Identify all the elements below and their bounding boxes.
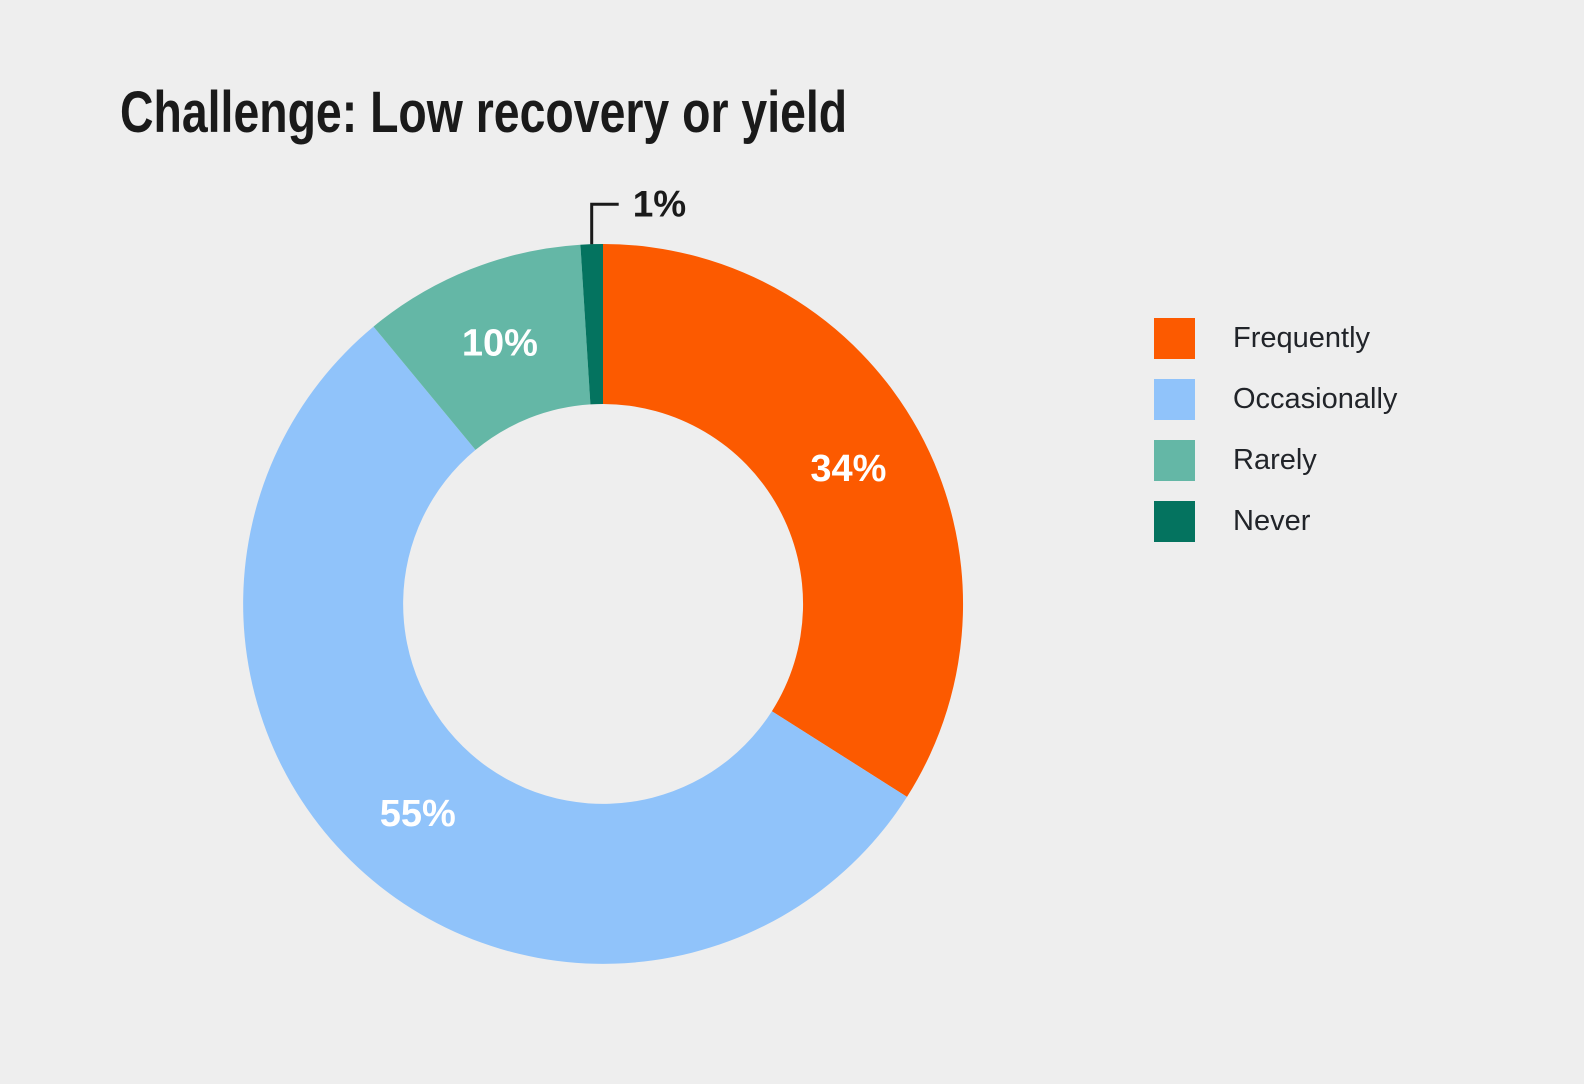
legend-label-frequently: Frequently <box>1233 322 1371 354</box>
legend-swatch-rarely <box>1154 440 1195 481</box>
donut-slice-never <box>580 243 603 405</box>
legend-label-rarely: Rarely <box>1233 444 1317 476</box>
chart-title: Challenge: Low recovery or yield <box>120 80 848 145</box>
legend-item-frequently: Frequently <box>1154 318 1397 359</box>
legend-item-rarely: Rarely <box>1154 440 1397 481</box>
slice-value-label-frequently: 34% <box>810 448 886 490</box>
donut-slice-occasionally <box>243 326 907 964</box>
legend-swatch-never <box>1154 501 1195 542</box>
donut-slice-rarely <box>373 244 591 450</box>
slice-value-label-rarely: 10% <box>462 323 538 365</box>
legend-label-never: Never <box>1233 505 1311 537</box>
legend-swatch-occasionally <box>1154 379 1195 420</box>
slice-value-label-never: 1% <box>633 184 686 225</box>
legend-item-occasionally: Occasionally <box>1154 379 1397 420</box>
slice-value-label-occasionally: 55% <box>380 793 456 835</box>
legend-swatch-frequently <box>1154 318 1195 359</box>
legend-label-occasionally: Occasionally <box>1233 383 1398 415</box>
donut-slice-frequently <box>603 244 964 797</box>
chart-legend: Frequently Occasionally Rarely Never <box>1154 318 1397 542</box>
legend-item-never: Never <box>1154 501 1397 542</box>
callout-leader-line-never <box>590 202 619 245</box>
